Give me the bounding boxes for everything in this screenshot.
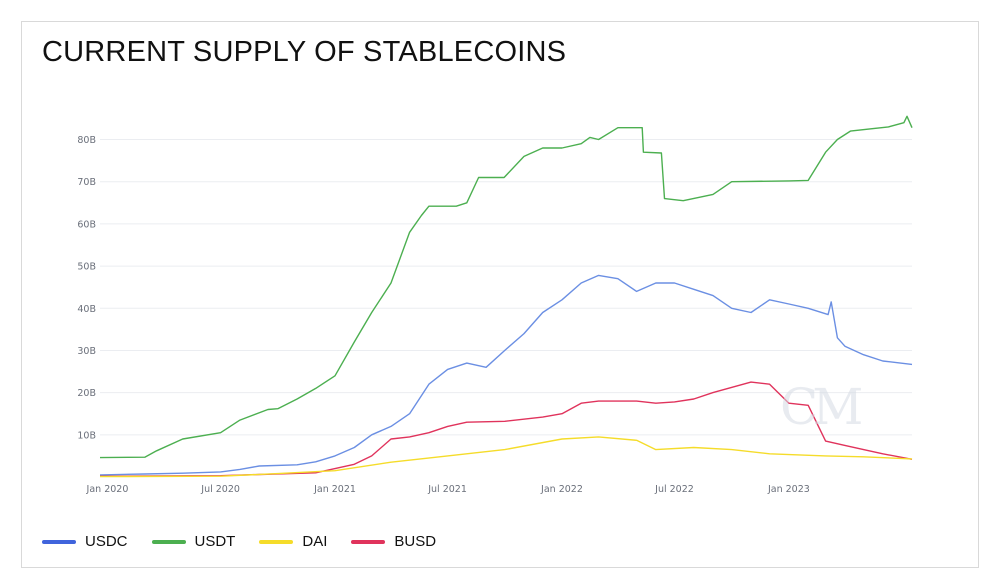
y-tick-label: 80B — [77, 135, 96, 146]
legend-item-usdt[interactable]: USDT — [151, 533, 236, 550]
legend-label: DAI — [302, 533, 328, 550]
series-line-usdt — [99, 115, 913, 459]
legend-label: USDT — [194, 533, 236, 550]
legend-swatch — [42, 539, 76, 544]
legend-swatch — [351, 539, 386, 544]
chart-legend: USDC USDT DAI BUSD — [42, 533, 460, 550]
legend-swatch — [259, 539, 294, 544]
x-tick-label: Jul 2022 — [654, 484, 694, 495]
y-tick-label: 10B — [77, 430, 96, 441]
y-tick-label: 50B — [77, 262, 96, 273]
series-lines — [99, 115, 913, 478]
y-tick-label: 40B — [77, 304, 96, 315]
x-tick-label: Jan 2022 — [540, 484, 583, 495]
watermark-logo: CM — [780, 378, 863, 436]
x-tick-label: Jan 2020 — [86, 484, 129, 495]
x-tick-label: Jan 2023 — [767, 484, 810, 495]
chart-title: CURRENT SUPPLY OF STABLECOINS — [42, 36, 567, 68]
y-tick-label: 60B — [77, 219, 96, 230]
legend-item-busd[interactable]: BUSD — [351, 533, 436, 550]
y-tick-label: 70B — [77, 177, 96, 188]
y-tick-label: 20B — [77, 388, 96, 399]
y-tick-label: 30B — [77, 346, 96, 357]
legend-label: USDC — [85, 533, 128, 550]
legend-swatch — [151, 539, 186, 544]
series-line-dai — [99, 436, 913, 478]
x-tick-label: Jul 2020 — [200, 484, 240, 495]
gridlines — [100, 139, 912, 436]
legend-item-dai[interactable]: DAI — [259, 533, 327, 550]
series-line-usdc — [99, 274, 913, 476]
y-axis-ticks: 10B 20B 30B 40B 50B 60B 70B 80B — [77, 135, 96, 441]
x-tick-label: Jul 2021 — [427, 484, 467, 495]
legend-item-usdc[interactable]: USDC — [42, 533, 128, 550]
x-tick-label: Jan 2021 — [313, 484, 356, 495]
legend-label: BUSD — [394, 533, 437, 550]
x-axis-ticks: Jan 2020 Jul 2020 Jan 2021 Jul 2021 Jan 2022… — [86, 484, 810, 495]
series-line-busd — [99, 381, 913, 477]
